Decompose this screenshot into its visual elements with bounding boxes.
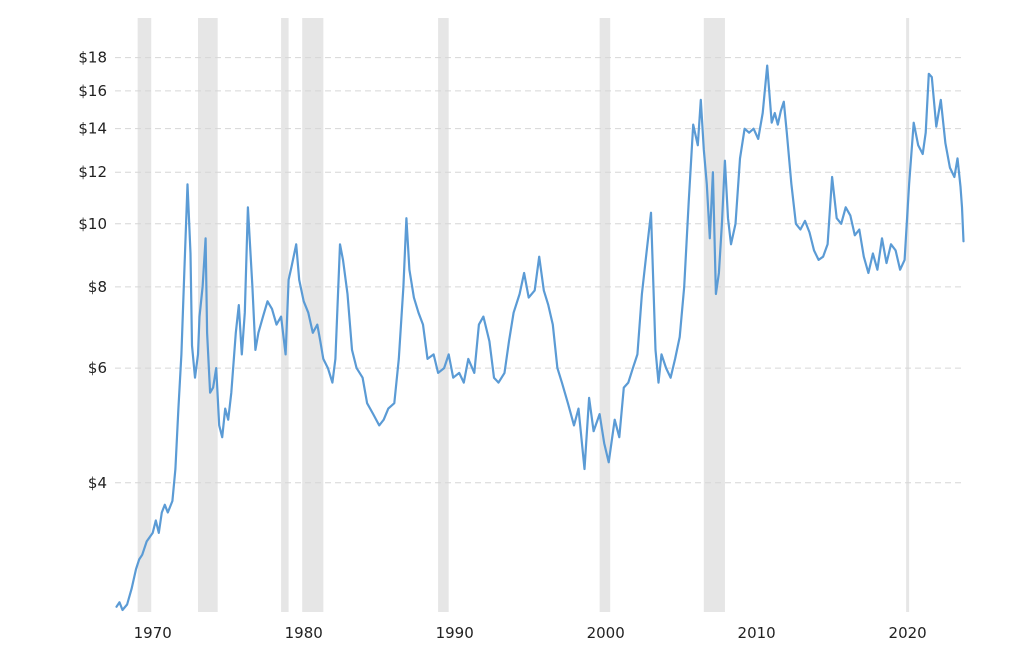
recession-band <box>137 18 152 612</box>
y-tick-label: $4 <box>88 474 107 492</box>
x-tick-label: 2000 <box>587 624 625 642</box>
recession-band <box>281 18 289 612</box>
x-tick-label: 2010 <box>738 624 776 642</box>
y-tick-label: $12 <box>78 163 107 181</box>
x-tick-label: 1970 <box>134 624 172 642</box>
x-tick-label: 1990 <box>436 624 474 642</box>
y-tick-label: $6 <box>88 359 107 377</box>
y-tick-label: $18 <box>78 49 107 67</box>
y-tick-label: $16 <box>78 82 107 100</box>
recession-band <box>703 18 725 612</box>
y-tick-label: $10 <box>78 215 107 233</box>
x-tick-label: 1980 <box>285 624 323 642</box>
grid-lines <box>115 57 965 484</box>
y-axis: $4 $6 $8 $10 $12 $14 $16 $18 <box>78 49 107 492</box>
series-layer <box>115 64 965 612</box>
x-axis: 1970 1980 1990 2000 2010 2020 <box>134 624 927 642</box>
recession-band <box>438 18 449 612</box>
price-series-line <box>115 64 965 612</box>
recession-band <box>302 18 324 612</box>
recession-band <box>906 18 910 612</box>
y-tick-label: $14 <box>78 120 107 138</box>
y-tick-label: $8 <box>88 278 107 296</box>
x-tick-label: 2020 <box>889 624 927 642</box>
recession-bands <box>137 18 910 612</box>
recession-band <box>599 18 611 612</box>
